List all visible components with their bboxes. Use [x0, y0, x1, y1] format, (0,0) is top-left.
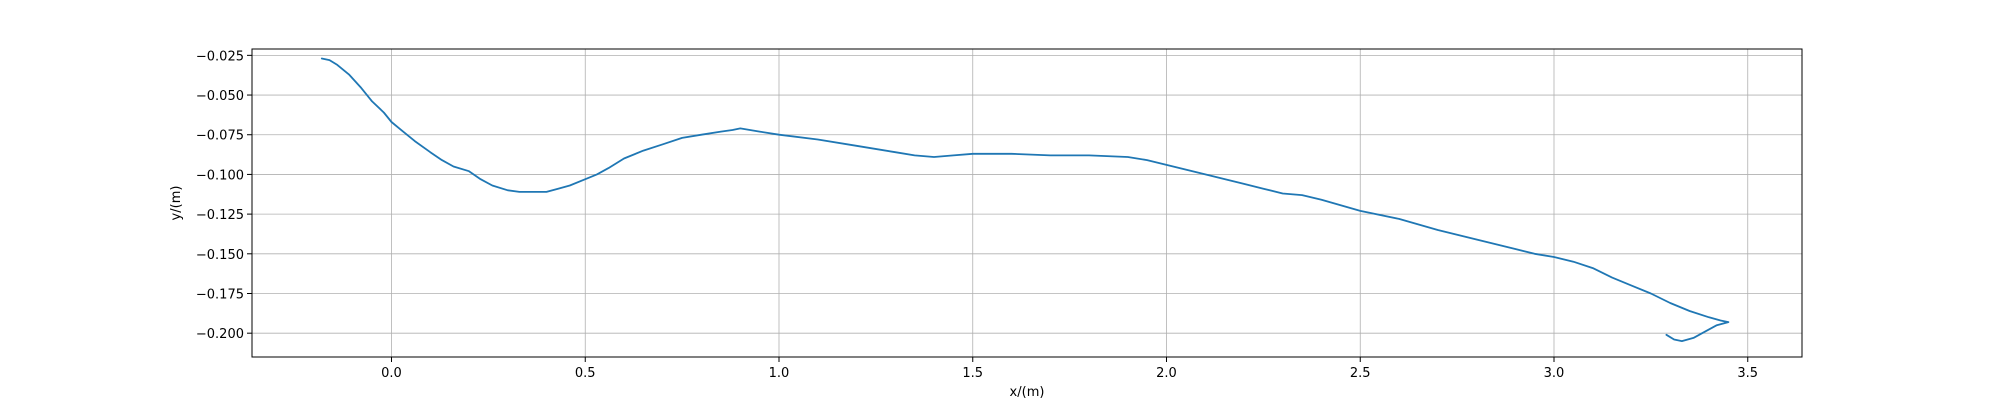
x-tick-label: 3.0 — [1544, 366, 1565, 381]
y-tick-label: −0.050 — [196, 89, 244, 104]
x-tick-label: 0.0 — [381, 366, 402, 381]
x-tick-label: 2.5 — [1350, 366, 1371, 381]
series-layer — [320, 57, 1730, 343]
grid-lines — [252, 49, 1802, 357]
y-tick-label: −0.175 — [196, 287, 244, 302]
y-tick-label: −0.200 — [196, 327, 244, 342]
x-tick-label: 1.0 — [769, 366, 790, 381]
y-axis-label: y/(m) — [169, 186, 184, 221]
plot-frame — [251, 48, 1803, 358]
y-tick-label: −0.075 — [196, 129, 244, 144]
y-tick-label: −0.025 — [196, 49, 244, 64]
x-tick-label: 3.5 — [1737, 366, 1758, 381]
x-tick-label: 1.5 — [962, 366, 983, 381]
x-axis: 0.0 0.5 1.0 1.5 2.0 2.5 3.0 3.5 — [381, 357, 1758, 381]
x-tick-label: 0.5 — [575, 366, 596, 381]
y-tick-label: −0.150 — [196, 248, 244, 263]
x-axis-label: x/(m) — [1010, 385, 1045, 400]
y-tick-label: −0.100 — [196, 168, 244, 183]
y-axis: −0.025 −0.050 −0.075 −0.100 −0.125 −0.150 −0.1… — [196, 49, 252, 342]
series-line — [320, 57, 1730, 343]
y-tick-label: −0.125 — [196, 208, 244, 223]
x-tick-label: 2.0 — [1156, 366, 1177, 381]
